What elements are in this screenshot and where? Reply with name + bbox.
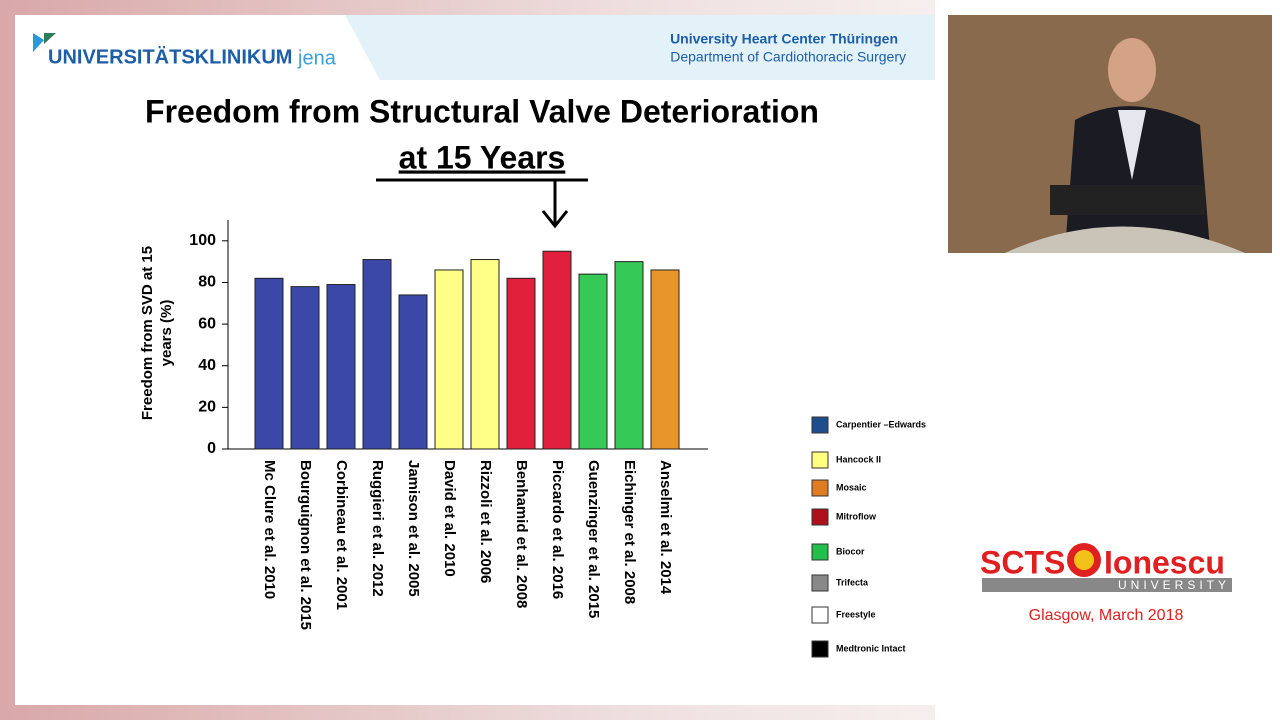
x-tick-label: Corbineau et al. 2001 xyxy=(333,460,350,610)
y-tick-label: 20 xyxy=(198,399,216,416)
y-tick-label: 80 xyxy=(198,274,216,291)
legend-label: Medtronic Intact xyxy=(836,643,906,653)
arrow-head xyxy=(541,210,569,229)
x-tick-label: Anselmi et al. 2014 xyxy=(657,460,674,595)
legend-swatch xyxy=(811,640,829,658)
x-tick-label: Benhamid et al. 2008 xyxy=(513,460,530,608)
bar xyxy=(254,277,284,450)
y-axis-label: Freedom from SVD at 15 xyxy=(139,246,156,420)
legend-swatch xyxy=(811,508,829,526)
podium xyxy=(1005,226,1245,253)
legend-swatch xyxy=(811,606,829,624)
legend-label: Freestyle xyxy=(836,609,876,619)
legend-label: Hancock II xyxy=(836,454,881,464)
podium-monitor xyxy=(1050,185,1205,215)
brand-emblem xyxy=(1074,550,1094,570)
x-tick-label: Rizzoli et al. 2006 xyxy=(477,460,494,583)
legend-label: Mitroflow xyxy=(836,511,877,521)
legend-swatch xyxy=(811,451,829,469)
legend-label: Biocor xyxy=(836,546,865,556)
y-axis-label: years (%) xyxy=(158,300,175,367)
x-tick-label: Guenzinger et al. 2015 xyxy=(585,460,602,618)
x-tick-label: David et al. 2010 xyxy=(441,460,458,577)
speaker-head xyxy=(1108,38,1156,102)
y-tick-label: 0 xyxy=(207,440,216,457)
logo-suffix: jena xyxy=(297,47,337,69)
x-tick-label: Mc Clure et al. 2010 xyxy=(261,460,278,599)
legend-swatch xyxy=(811,416,829,434)
x-tick-label: Piccardo et al. 2016 xyxy=(549,460,566,599)
brand-event: Glasgow, March 2018 xyxy=(1029,607,1184,624)
legend-label: Carpentier –Edwards xyxy=(836,419,926,429)
slide-title: Freedom from Structural Valve Deteriorat… xyxy=(145,93,819,129)
bar xyxy=(362,259,392,450)
x-tick-label: Jamison et al. 2005 xyxy=(405,460,422,597)
logo-text: UNIVERSITÄTSKLINIKUM xyxy=(48,45,292,68)
bar xyxy=(470,259,500,450)
x-tick-label: Bourguignon et al. 2015 xyxy=(297,460,314,630)
bar xyxy=(614,261,644,450)
brand-scts: SCTS xyxy=(980,544,1065,580)
legend-swatch xyxy=(811,574,829,592)
logo-icon xyxy=(33,33,44,52)
bar xyxy=(326,284,356,450)
header-center: University Heart Center Thüringen xyxy=(670,31,898,47)
legend-swatch xyxy=(811,543,829,561)
bar xyxy=(542,250,572,450)
legend-label: Mosaic xyxy=(836,482,867,492)
bar xyxy=(434,269,464,450)
legend-swatch xyxy=(811,479,829,497)
y-tick-label: 60 xyxy=(198,315,216,332)
y-tick-label: 40 xyxy=(198,357,216,374)
legend-label: Trifecta xyxy=(836,577,869,587)
brand-bar xyxy=(982,578,1232,592)
slide-title: at 15 Years xyxy=(399,139,566,175)
bar xyxy=(290,286,320,450)
brand-ionescu: Ionescu xyxy=(1104,544,1225,580)
bar xyxy=(398,294,428,450)
bar xyxy=(650,269,680,450)
brand-university: UNIVERSITY xyxy=(1118,578,1230,592)
bar xyxy=(506,277,536,450)
bar xyxy=(578,273,608,450)
logo-icon xyxy=(44,33,56,44)
speaker-shirt xyxy=(1118,110,1146,180)
header-department: Department of Cardiothoracic Surgery xyxy=(670,49,906,65)
y-tick-label: 100 xyxy=(189,232,216,249)
x-tick-label: Eichinger et al. 2008 xyxy=(621,460,638,604)
x-tick-label: Ruggieri et al. 2012 xyxy=(369,460,386,597)
chart: 0 20 40 60 80 100 Freedom from SVD at 15 years … xyxy=(139,220,926,658)
header-logo-area xyxy=(15,15,380,80)
